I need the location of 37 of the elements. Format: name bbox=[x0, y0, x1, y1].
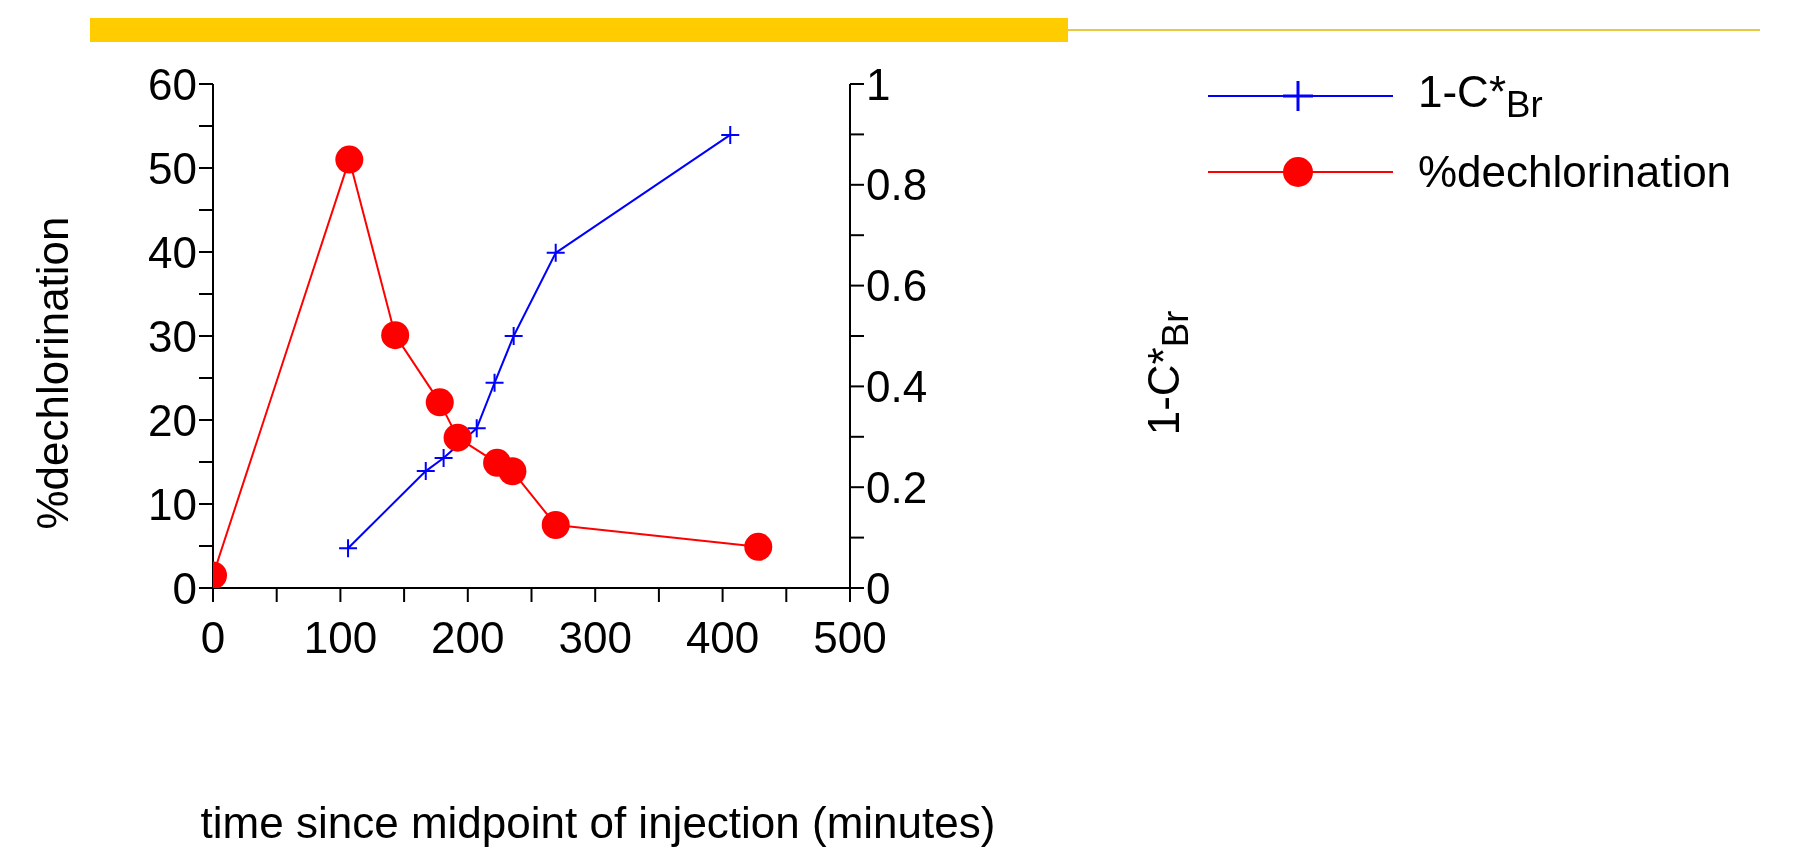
point bbox=[335, 145, 364, 174]
legend-label: %dechlorination bbox=[1418, 147, 1732, 197]
y-tick-label: 10 bbox=[148, 479, 197, 529]
y-tick-label: 20 bbox=[148, 395, 197, 445]
x-tick-label: 200 bbox=[431, 613, 505, 663]
point bbox=[541, 511, 570, 539]
point bbox=[443, 423, 472, 452]
y-tick-label: 60 bbox=[148, 59, 197, 109]
point bbox=[484, 372, 505, 393]
point bbox=[498, 457, 527, 486]
y2-tick-label: 0.2 bbox=[866, 462, 928, 512]
x-axis-title: time since midpoint of injection (minutes) bbox=[200, 798, 996, 847]
point bbox=[744, 532, 773, 561]
y-tick-label: 30 bbox=[148, 311, 197, 361]
point bbox=[415, 461, 436, 482]
point bbox=[545, 242, 566, 263]
x-tick-label: 500 bbox=[813, 613, 887, 663]
y-tick-label: 0 bbox=[172, 563, 197, 613]
x-tick-label: 400 bbox=[685, 613, 760, 663]
y-tick-label: 50 bbox=[148, 143, 197, 193]
y-tick-label: 40 bbox=[148, 227, 197, 277]
point bbox=[433, 447, 454, 468]
legend-label: 1-C*$_{Br}$ bbox=[1418, 66, 1543, 126]
point bbox=[381, 321, 410, 350]
y2-tick-label: 0.8 bbox=[866, 160, 928, 210]
point bbox=[466, 418, 487, 439]
y2-tick-label: 0.6 bbox=[866, 261, 928, 311]
y2-tick-label: 0.4 bbox=[866, 362, 928, 412]
y-axis-title: %dechlorination bbox=[28, 216, 77, 530]
point bbox=[720, 124, 741, 145]
point bbox=[425, 388, 454, 417]
point bbox=[503, 326, 524, 346]
y2-tick-label: 1 bbox=[866, 59, 891, 109]
point bbox=[338, 538, 359, 559]
x-tick-label: 300 bbox=[558, 613, 632, 663]
y2-tick-label: 0 bbox=[866, 563, 891, 613]
x-tick-label: 100 bbox=[303, 613, 378, 663]
